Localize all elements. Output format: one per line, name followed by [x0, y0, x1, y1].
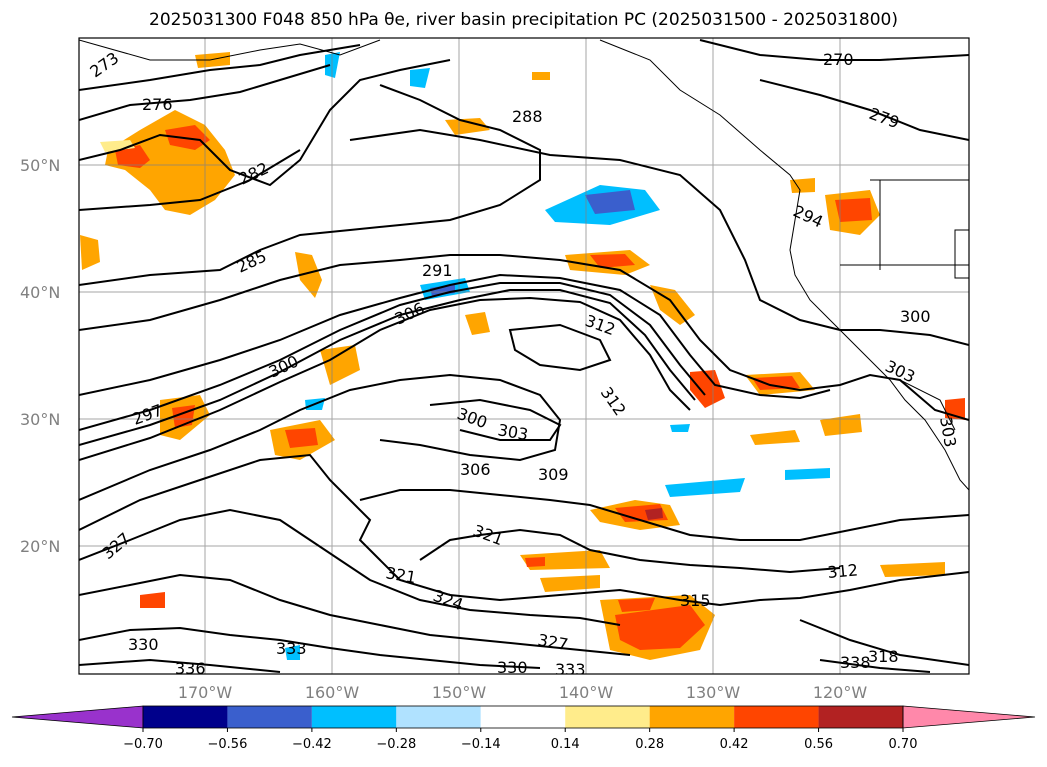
colorbar-segment: [396, 706, 481, 728]
colorbar-tick-label: 0.28: [635, 737, 664, 752]
contour-label: 312: [827, 560, 859, 582]
contour-label: 330: [497, 658, 528, 677]
contour-label: 336: [175, 659, 206, 678]
contour-label: 315: [680, 591, 711, 610]
colorbar-segment: [480, 706, 566, 728]
colorbar-tick-label: −0.14: [461, 737, 501, 752]
colorbar-segment: [311, 706, 397, 728]
contour-label: 276: [142, 95, 173, 114]
lat-label: 20°N: [20, 537, 60, 556]
contour-label: 330: [128, 635, 159, 654]
contour-label: 270: [823, 50, 854, 69]
colorbar-segment: [227, 706, 312, 728]
contour-label: 300: [900, 307, 931, 326]
colorbar-segment: [143, 706, 228, 728]
lat-label: 50°N: [20, 156, 60, 175]
longitude-labels: 170°W 160°W 150°W 140°W 130°W 120°W: [178, 683, 868, 702]
contour-label: 318: [868, 647, 899, 666]
colorbar-segment: [565, 706, 650, 728]
lon-label: 160°W: [305, 683, 360, 702]
coastlines: [79, 39, 969, 491]
colorbar-frame: [142, 705, 904, 729]
contour-label: 288: [512, 107, 543, 126]
lat-label: 30°N: [20, 410, 60, 429]
colorbar-tick-label: 0.70: [889, 737, 918, 752]
lon-label: 170°W: [178, 683, 233, 702]
colorbar-extend-low: [11, 705, 144, 729]
colorbar-segment: [818, 706, 903, 728]
lon-label: 120°W: [813, 683, 868, 702]
map-title-text: 2025031300 F048 850 hPa θe, river basin …: [149, 10, 898, 30]
colorbar-tick-label: 0.14: [551, 737, 580, 752]
contour-label: 306: [460, 460, 491, 479]
map-title: 2025031300 F048 850 hPa θe, river basin …: [0, 10, 1047, 30]
colorbar-tick-label: −0.28: [376, 737, 416, 752]
lon-label: 150°W: [432, 683, 487, 702]
lon-label: 140°W: [559, 683, 614, 702]
colorbar-tick-label: −0.70: [123, 737, 163, 752]
contour-label: 291: [422, 261, 453, 280]
colorbar-segment: [649, 706, 735, 728]
colorbar-extend-high: [902, 705, 1036, 729]
lon-label: 130°W: [686, 683, 741, 702]
colorbar: −0.70 −0.56 −0.42 −0.28 −0.14 0.14 0.28 0.42 0.5…: [11, 705, 1036, 752]
colorbar-tick-label: −0.56: [208, 737, 248, 752]
contour-label: 333: [276, 639, 307, 658]
contour-label: 309: [538, 465, 569, 484]
colorbar-tick-label: 0.56: [804, 737, 833, 752]
plot-frame: [78, 37, 970, 675]
lat-label: 40°N: [20, 283, 60, 302]
colorbar-segment: [734, 706, 819, 728]
colorbar-tick-label: 0.42: [720, 737, 749, 752]
contour-label: 333: [555, 660, 586, 679]
theta-e-contours: [79, 39, 969, 673]
contour-label: 338: [840, 653, 871, 672]
colorbar-tick-label: −0.42: [292, 737, 332, 752]
latitude-labels: 50°N 40°N 30°N 20°N: [20, 156, 60, 556]
